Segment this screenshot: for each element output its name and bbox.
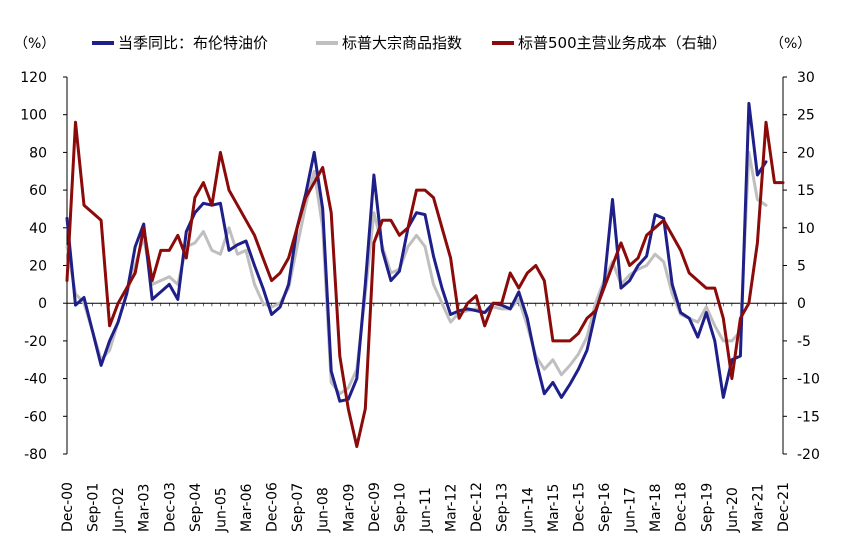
left-axis: 120 100 80 60 40 20 0 -20 -40 -60 -80 [20, 70, 68, 463]
x-tick-label: Sep-16 [597, 483, 613, 532]
x-tick-label: Jun-02 [111, 487, 127, 533]
left-tick-label: 100 [20, 108, 47, 124]
x-tick-label: Mar-12 [444, 484, 460, 532]
x-tick-label: Dec-03 [162, 482, 178, 532]
left-tick-label: 20 [29, 259, 47, 275]
left-tick-label: -80 [24, 447, 47, 463]
x-tick-label: Dec-18 [674, 482, 690, 532]
right-tick-label: 0 [797, 296, 806, 312]
right-axis-unit: （%） [770, 36, 811, 52]
legend: 当季同比：布伦特油价 标普大宗商品指数 标普500主营业务成本（右轴） [92, 34, 727, 52]
right-tick-label: -20 [797, 447, 820, 463]
left-tick-label: -20 [24, 334, 47, 350]
x-tick-label: Mar-15 [546, 484, 562, 532]
right-tick-label: -5 [797, 334, 811, 350]
x-tick-label: Dec-12 [469, 482, 485, 532]
right-tick-label: 15 [797, 183, 815, 199]
legend-label-brent: 当季同比：布伦特油价 [118, 34, 268, 52]
x-tick-label: Sep-10 [392, 483, 408, 532]
right-tick-label: 10 [797, 221, 815, 237]
left-axis-unit: （%） [14, 36, 55, 52]
x-tick-label: Sep-04 [188, 483, 204, 532]
left-tick-label: 0 [38, 296, 47, 312]
x-tick-label: Sep-13 [495, 483, 511, 532]
x-tick-label: Jun-14 [520, 487, 536, 533]
x-tick-label: Dec-15 [571, 482, 587, 532]
legend-label-commodity: 标普大宗商品指数 [342, 34, 462, 52]
x-tick-label: Mar-03 [137, 484, 153, 532]
x-tick-label: Mar-06 [239, 484, 255, 532]
x-tick-label: Sep-07 [290, 483, 306, 532]
right-tick-label: 25 [797, 108, 815, 124]
x-tick-label: Dec-00 [60, 482, 76, 532]
series-line-cogs [65, 120, 785, 448]
right-tick-label: -15 [797, 409, 820, 425]
left-tick-label: -40 [24, 372, 47, 388]
right-tick-label: 5 [797, 259, 806, 275]
x-tick-label: Dec-21 [776, 482, 792, 532]
x-tick-label: Jun-20 [725, 487, 741, 533]
x-tick-label: Mar-09 [341, 484, 357, 532]
right-tick-label: -10 [797, 372, 820, 388]
left-tick-label: 60 [29, 183, 47, 199]
x-tick-label: Jun-17 [623, 487, 639, 533]
left-tick-label: -60 [24, 409, 47, 425]
left-tick-label: 40 [29, 221, 47, 237]
x-tick-label: Mar-18 [648, 484, 664, 532]
legend-label-cogs: 标普500主营业务成本（右轴） [518, 34, 727, 52]
x-tick-label: Sep-19 [699, 483, 715, 532]
right-tick-label: 30 [797, 70, 815, 86]
x-tick-label: Sep-01 [86, 483, 102, 532]
x-tick-label: Jun-11 [418, 487, 434, 533]
left-tick-label: 80 [29, 145, 47, 161]
x-tick-label: Dec-09 [367, 482, 383, 532]
x-tick-label: Mar-21 [750, 484, 766, 532]
series-layer [65, 101, 785, 448]
x-axis: Dec-00 Sep-01 Jun-02 Mar-03 Dec-03 Sep-04 Jun-… [60, 302, 792, 533]
x-tick-label: Jun-08 [316, 487, 332, 533]
x-tick-label: Jun-05 [213, 487, 229, 533]
right-tick-label: 20 [797, 145, 815, 161]
left-tick-label: 120 [20, 70, 47, 86]
series-line-brent [65, 101, 768, 403]
x-tick-label: Dec-06 [265, 482, 281, 532]
right-axis: 30 25 20 15 10 5 0 -5 -10 -15 -20 [782, 70, 820, 463]
series-line-commodity [65, 150, 768, 396]
